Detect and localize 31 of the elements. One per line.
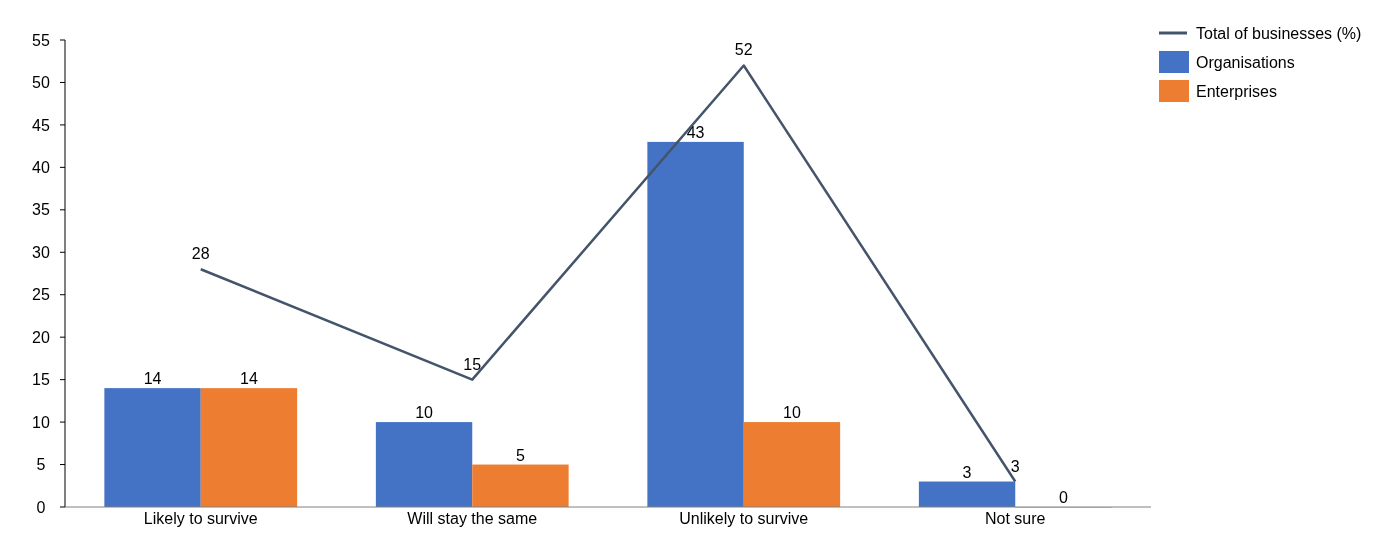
data-label: 14: [143, 370, 162, 388]
x-tick-label: Will stay the same: [407, 510, 538, 527]
y-tick-label: 15: [32, 371, 50, 389]
legend-label: Organisations: [1196, 53, 1295, 71]
data-label: 3: [1010, 457, 1020, 475]
y-tick-label: 25: [32, 286, 50, 304]
y-tick-label: 30: [32, 243, 50, 261]
data-label: 43: [686, 123, 705, 141]
data-label: 10: [415, 404, 434, 422]
data-label: 15: [463, 355, 482, 373]
x-tick-label: Likely to survive: [143, 510, 258, 527]
y-tick-label: 0: [36, 498, 46, 516]
y-tick-label: 50: [32, 74, 50, 92]
y-tick-label: 35: [32, 201, 50, 219]
data-label: 5: [515, 446, 525, 464]
data-label: 28: [191, 245, 210, 263]
data-label: 0: [1058, 489, 1068, 506]
x-tick-label: Unlikely to survive: [679, 510, 809, 527]
y-tick-label: 10: [32, 413, 50, 431]
y-tick-label: 40: [32, 158, 50, 176]
y-tick-label: 55: [32, 31, 50, 49]
legend-label: Total of businesses (%): [1196, 24, 1362, 42]
y-tick-label: 20: [32, 328, 50, 346]
legend-label: Enterprises: [1196, 82, 1277, 100]
data-label: 52: [734, 41, 753, 59]
x-tick-label: Not sure: [985, 510, 1046, 527]
y-tick-label: 5: [36, 456, 46, 474]
data-label: 14: [240, 370, 258, 388]
data-label: 10: [783, 404, 801, 422]
y-tick-label: 45: [32, 116, 50, 134]
data-label: 3: [962, 463, 972, 481]
